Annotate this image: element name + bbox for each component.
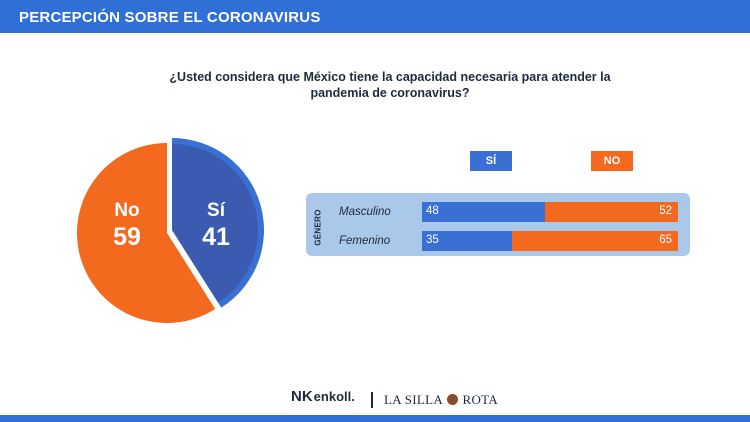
bar-row-femenino: 35 65: [422, 231, 678, 251]
legend-no: NO: [591, 151, 633, 171]
footer-bar: [0, 415, 750, 422]
enkoll-name: enkoll.: [313, 389, 355, 404]
lasillarota-logo: LA SILLA ROTA: [384, 392, 498, 408]
value-no-femenino: 65: [659, 234, 672, 246]
pie-value-no: 59: [113, 223, 141, 251]
enkoll-mark: NK: [291, 388, 313, 405]
survey-question: ¿Usted considera que México tiene la cap…: [169, 70, 611, 100]
pie-label-si: Sí: [207, 200, 226, 221]
legend-si: SÍ: [470, 151, 512, 171]
pie-label-no: No: [114, 200, 139, 221]
group-label-text: GÉNERO: [313, 208, 323, 246]
pie-slice-no: [77, 143, 216, 323]
enkoll-logo: NK enkoll.: [291, 388, 355, 405]
category-label-femenino: Femenino: [339, 235, 391, 247]
footer-divider: [371, 392, 373, 408]
bar-row-masculino: 48 52: [422, 202, 678, 222]
category-label-masculino: Masculino: [339, 206, 391, 218]
bar-si-femenino: 35: [422, 231, 512, 251]
value-si-masculino: 48: [426, 205, 439, 217]
lasillarota-seal-icon: [446, 394, 458, 405]
lasillarota-text-b: ROTA: [462, 392, 499, 407]
header-bar: PERCEPCIÓN SOBRE EL CORONAVIRUS: [0, 0, 750, 33]
pie-slice-si: [172, 144, 259, 303]
pie-value-si: 41: [202, 223, 230, 251]
bar-no-masculino: 52: [544, 202, 678, 222]
value-no-masculino: 52: [659, 205, 672, 217]
lasillarota-text-a: LA SILLA: [384, 392, 443, 407]
bar-no-femenino: 65: [511, 231, 678, 251]
value-si-femenino: 35: [426, 234, 439, 246]
bar-si-masculino: 48: [422, 202, 545, 222]
header-title: PERCEPCIÓN SOBRE EL CORONAVIRUS: [19, 9, 321, 26]
group-label: GÉNERO: [311, 203, 325, 251]
